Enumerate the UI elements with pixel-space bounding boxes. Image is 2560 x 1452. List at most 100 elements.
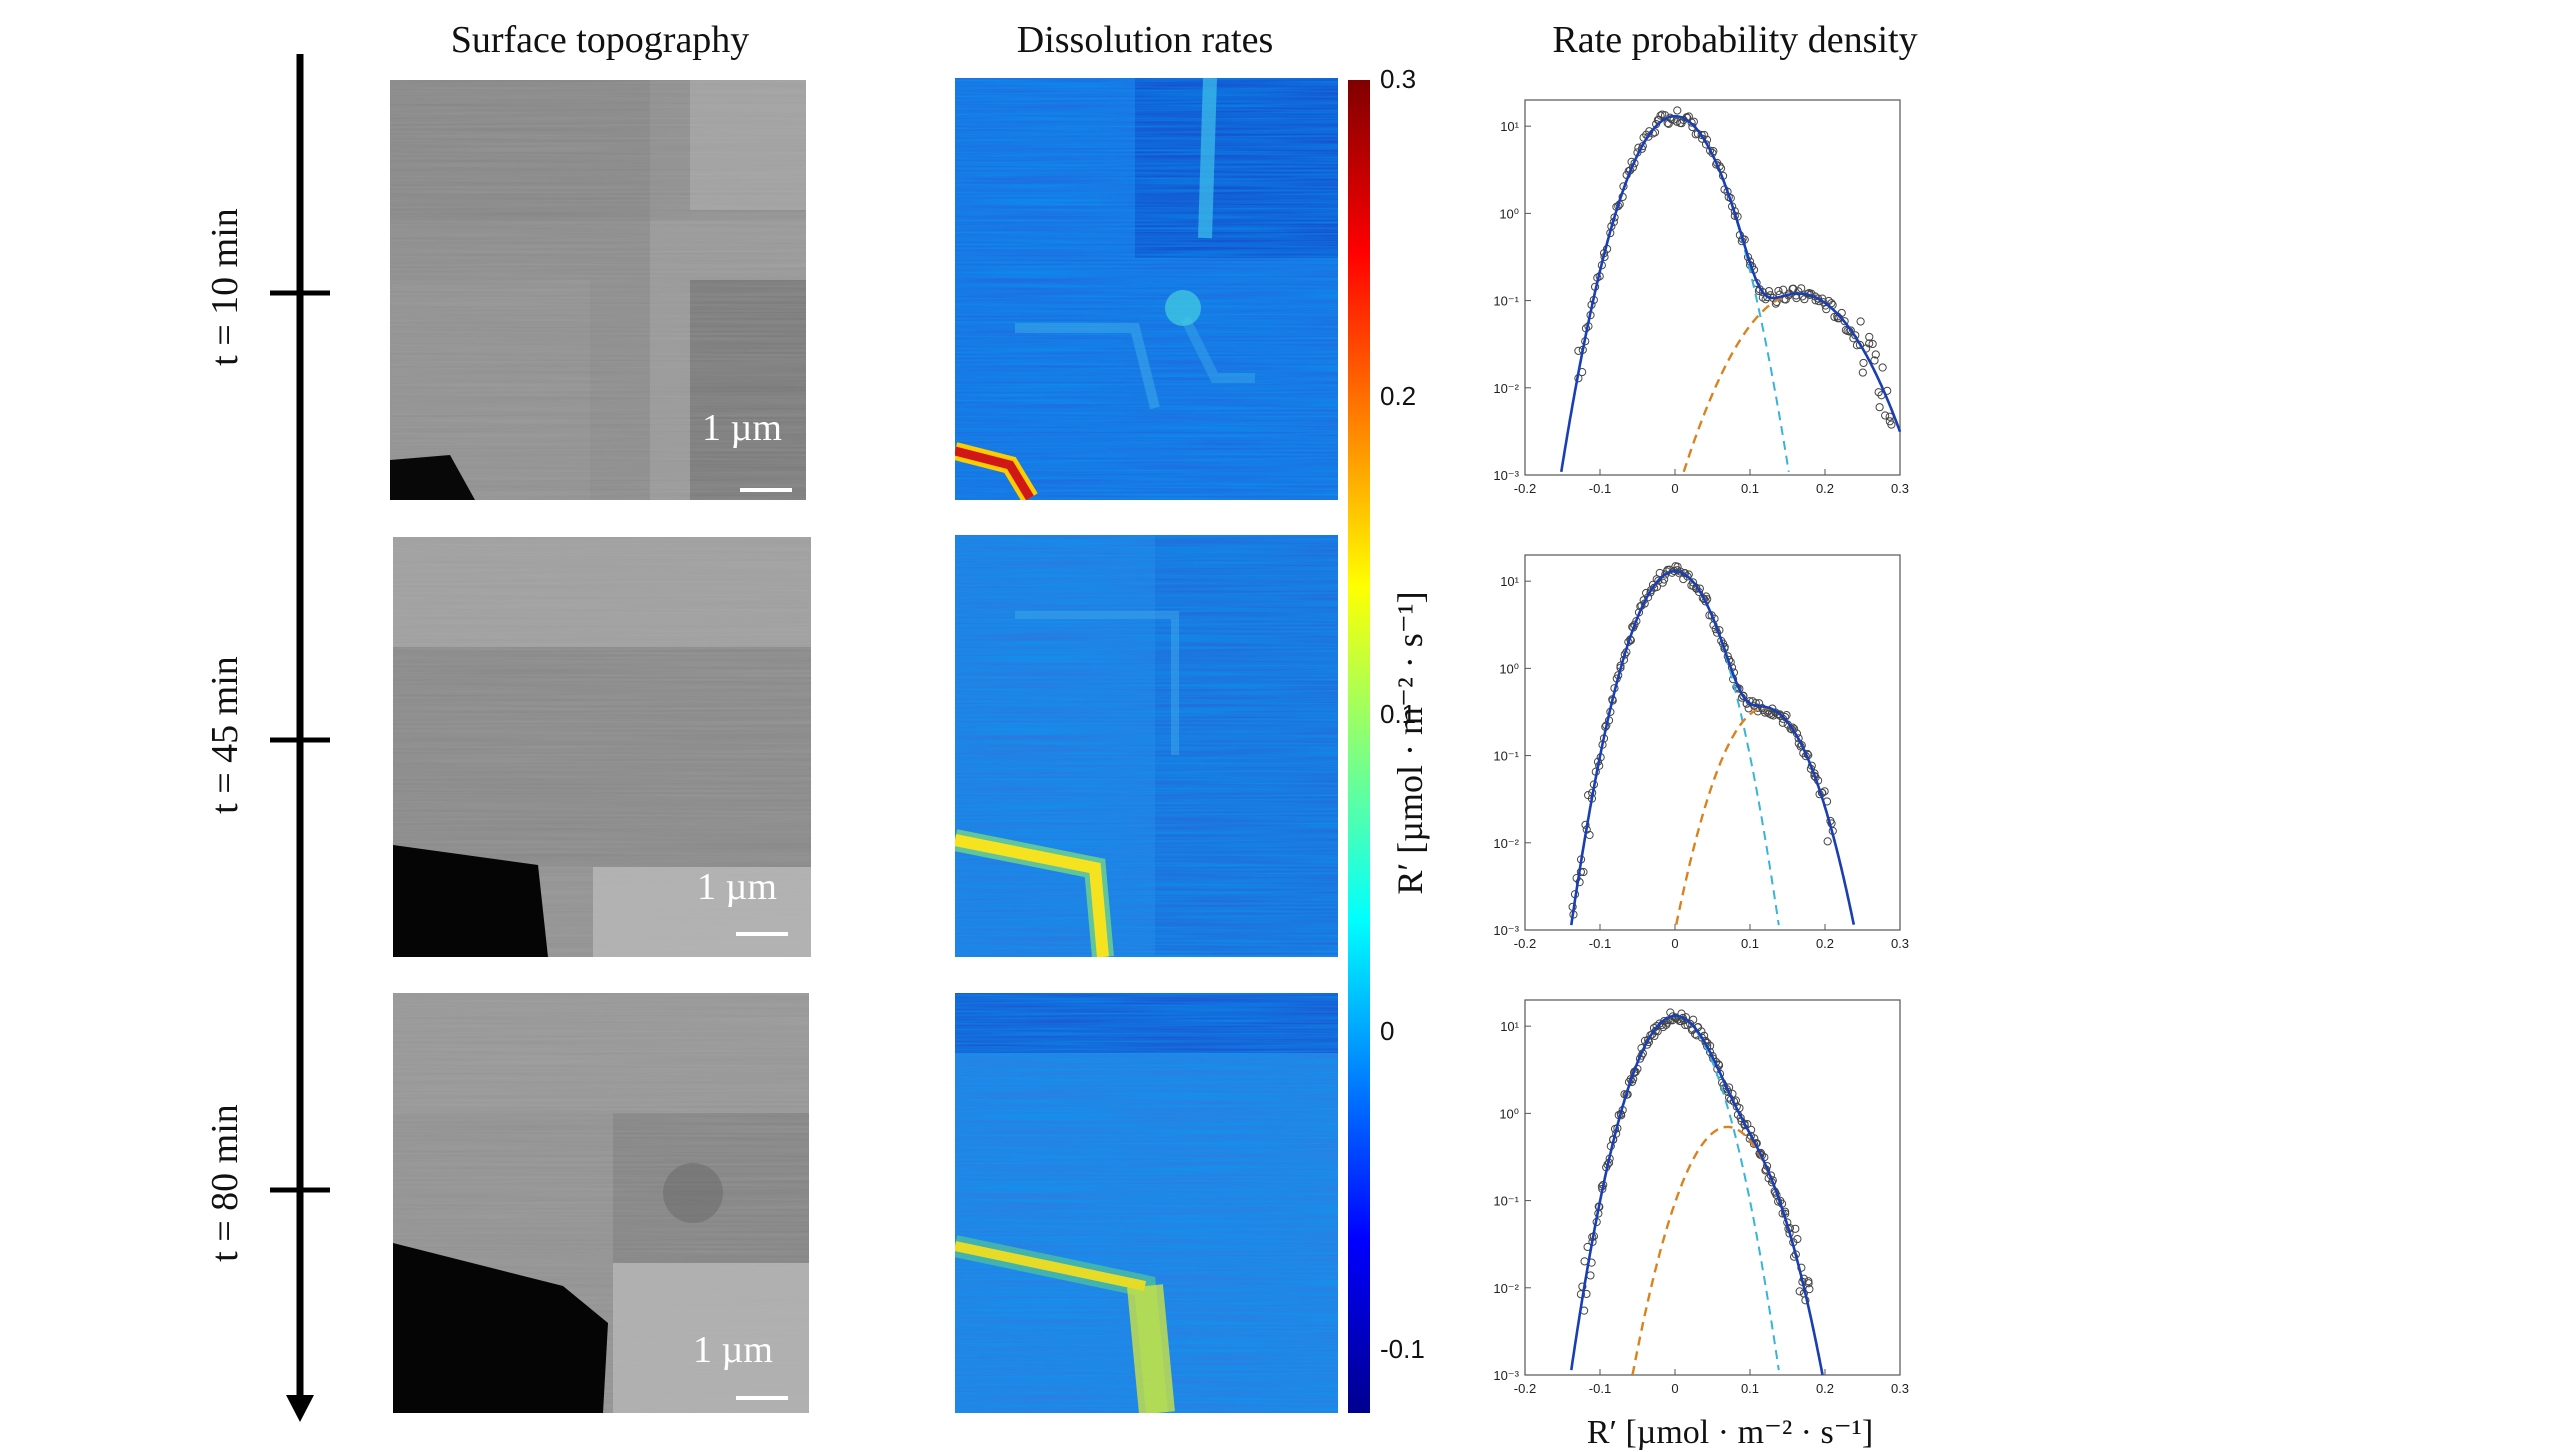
scale-bar-label: 1 µm [697, 866, 777, 908]
topography-image-80min: 1 µm [393, 993, 809, 1413]
x-tick-label: -0.2 [1514, 1381, 1536, 1396]
scale-bar-label: 1 µm [702, 407, 782, 449]
title-rates: Dissolution rates [1016, 19, 1274, 61]
data-point [1797, 741, 1806, 750]
y-tick-label: 10⁰ [1499, 1106, 1519, 1121]
scale-bar [736, 1396, 788, 1400]
data-point [1656, 111, 1665, 120]
rate-map-45min [955, 535, 1338, 957]
data-point [1578, 1282, 1587, 1291]
y-tick-label: 10¹ [1500, 1019, 1519, 1034]
data-point [1795, 1287, 1804, 1296]
data-point [1700, 594, 1709, 604]
x-tick-label: 0 [1671, 481, 1678, 496]
y-tick-label: 10⁻¹ [1493, 294, 1519, 309]
data-point [1705, 146, 1715, 155]
data-point [1774, 286, 1783, 296]
x-tick-label: 0.2 [1816, 481, 1834, 496]
data-point [1840, 317, 1849, 326]
data-point [1822, 305, 1831, 314]
y-tick-label: 10⁻² [1493, 381, 1519, 396]
data-point [1664, 119, 1673, 128]
data-point [1705, 1047, 1715, 1057]
x-tick-label: 0.2 [1816, 1381, 1834, 1396]
density-xlabel: R′ [µmol · m⁻² · s⁻¹] [1586, 1414, 1874, 1451]
x-tick-label: -0.1 [1589, 1381, 1611, 1396]
scale-bar-label: 1 µm [693, 1329, 773, 1371]
x-tick-label: 0.3 [1891, 481, 1909, 496]
data-point [1673, 106, 1682, 115]
data-point [1701, 597, 1710, 606]
time-label-45: t = 45 min [204, 656, 246, 814]
data-point [1856, 317, 1865, 326]
data-point [1797, 284, 1806, 293]
data-point [1794, 287, 1803, 296]
data-point [1870, 356, 1879, 365]
data-point [1739, 691, 1748, 701]
data-point [1792, 291, 1801, 300]
data-point [1865, 339, 1874, 348]
x-tick-label: -0.1 [1589, 481, 1611, 496]
data-point [1697, 130, 1706, 140]
data-point [1875, 403, 1884, 412]
fit-curve [1570, 1014, 1824, 1376]
x-tick-label: -0.2 [1514, 936, 1536, 951]
data-point [1758, 288, 1767, 297]
title-density: Rate probability density [1552, 19, 1918, 61]
time-label-80: t = 80 min [204, 1104, 246, 1262]
data-point [1652, 1021, 1661, 1031]
scale-bar [736, 932, 788, 936]
x-tick-label: 0.1 [1741, 481, 1759, 496]
topography-image-10min: 1 µm [390, 80, 806, 500]
density-plot-80min: -0.2 -0.1 0 0.1 0.2 0.3 10⁻³ 10⁻² 10⁻¹ 10⁰ 10¹ [1493, 999, 1909, 1396]
title-topography: Surface topography [450, 19, 750, 61]
density-plot-45min: -0.2 -0.1 0 0.1 0.2 0.3 10⁻³ 10⁻² 10⁻¹ 10⁰ 10¹ [1493, 554, 1909, 951]
y-tick-label: 10¹ [1500, 119, 1519, 134]
data-point [1791, 1224, 1800, 1233]
y-tick-label: 10⁻² [1493, 1281, 1519, 1296]
data-point [1881, 411, 1890, 420]
scale-bar [740, 488, 792, 492]
y-tick-label: 10⁻³ [1493, 1368, 1519, 1383]
density-plot-10min: -0.2 -0.1 0 0.1 0.2 0.3 10⁻³ 10⁻² 10⁻¹ 10⁰ 10¹ [1493, 99, 1909, 496]
data-point [1789, 284, 1798, 293]
fit-curve [1570, 569, 1856, 926]
data-point [1679, 575, 1688, 584]
data-point [1681, 1020, 1690, 1030]
colorbar-tick: 0.1 [1380, 698, 1417, 729]
x-tick-label: 0.1 [1741, 1381, 1759, 1396]
x-tick-label: -0.2 [1514, 481, 1536, 496]
data-point [1871, 350, 1880, 359]
fit-curve [1560, 114, 1902, 473]
x-tick-label: 0.2 [1816, 936, 1834, 951]
data-point [1855, 340, 1865, 350]
y-tick-label: 10⁻¹ [1493, 749, 1519, 764]
data-point [1753, 703, 1762, 712]
data-point [1858, 368, 1867, 377]
data-point [1878, 363, 1887, 372]
data-point [1865, 332, 1874, 342]
colorbar-tick: 0.3 [1380, 64, 1417, 94]
colorbar-tick: 0.2 [1380, 381, 1417, 412]
x-tick-label: 0 [1671, 936, 1678, 951]
data-point [1805, 1285, 1814, 1294]
data-point [1823, 837, 1832, 846]
x-tick-label: 0.1 [1741, 936, 1759, 951]
rate-map-80min [955, 993, 1338, 1413]
y-tick-label: 10¹ [1500, 574, 1519, 589]
data-point [1804, 1279, 1813, 1288]
data-point [1797, 1263, 1806, 1272]
plot-frame [1524, 99, 1901, 476]
colorbar-label: R′ [µmol · m⁻² · s⁻¹] [1390, 591, 1430, 895]
x-tick-label: 0.3 [1891, 1381, 1909, 1396]
data-point [1859, 358, 1868, 368]
data-point [1887, 420, 1896, 429]
y-tick-label: 10⁻³ [1493, 923, 1519, 938]
data-point [1658, 110, 1667, 119]
x-tick-label: 0 [1671, 1381, 1678, 1396]
data-point [1793, 1234, 1802, 1244]
data-point [1654, 576, 1663, 585]
data-point [1683, 572, 1692, 581]
data-point [1846, 326, 1855, 335]
y-tick-label: 10⁻¹ [1493, 1194, 1519, 1209]
